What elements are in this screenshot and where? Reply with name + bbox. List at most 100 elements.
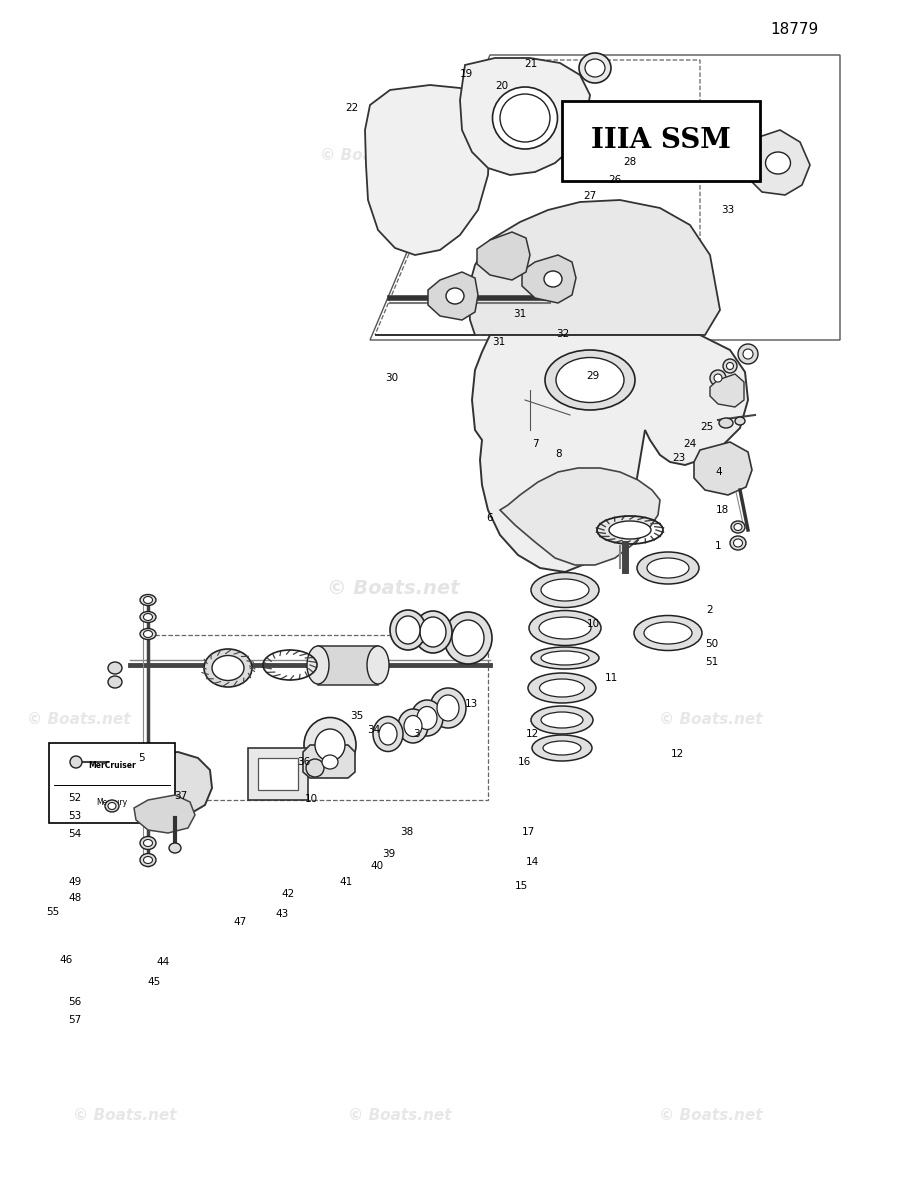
Text: © Boats.net: © Boats.net <box>73 1109 177 1123</box>
Text: 19: 19 <box>460 70 473 79</box>
Ellipse shape <box>411 700 443 736</box>
Ellipse shape <box>140 853 156 866</box>
Polygon shape <box>710 374 744 407</box>
Ellipse shape <box>396 616 420 644</box>
Text: 31: 31 <box>492 337 505 347</box>
Ellipse shape <box>528 673 596 703</box>
Text: 23: 23 <box>673 454 685 463</box>
Text: © Boats.net: © Boats.net <box>328 578 459 598</box>
Ellipse shape <box>144 840 153 846</box>
Text: 18779: 18779 <box>770 22 819 36</box>
Text: 18: 18 <box>716 505 729 515</box>
Ellipse shape <box>70 756 82 768</box>
Ellipse shape <box>541 650 589 665</box>
Text: 22: 22 <box>346 103 359 113</box>
Ellipse shape <box>529 611 601 646</box>
Ellipse shape <box>710 370 726 386</box>
Text: 12: 12 <box>526 730 539 739</box>
Ellipse shape <box>108 676 122 688</box>
Ellipse shape <box>144 613 153 620</box>
Text: 53: 53 <box>69 811 81 821</box>
Text: 47: 47 <box>233 917 246 926</box>
Ellipse shape <box>430 688 466 728</box>
Text: 56: 56 <box>69 997 81 1007</box>
Ellipse shape <box>719 418 733 428</box>
Ellipse shape <box>140 836 156 850</box>
Text: 4: 4 <box>715 467 722 476</box>
Ellipse shape <box>531 706 593 734</box>
Ellipse shape <box>140 594 156 606</box>
Polygon shape <box>428 272 478 320</box>
Polygon shape <box>248 748 308 800</box>
Text: 36: 36 <box>297 757 310 767</box>
Text: © Boats.net: © Boats.net <box>659 1109 762 1123</box>
Polygon shape <box>318 646 378 685</box>
Text: Mercury: Mercury <box>96 798 128 806</box>
Text: 8: 8 <box>554 449 562 458</box>
Ellipse shape <box>307 646 329 684</box>
Polygon shape <box>108 752 212 820</box>
Text: © Boats.net: © Boats.net <box>595 149 698 163</box>
Ellipse shape <box>644 622 692 644</box>
Text: 16: 16 <box>518 757 531 767</box>
Ellipse shape <box>417 707 437 730</box>
Ellipse shape <box>544 271 562 287</box>
Ellipse shape <box>609 521 651 539</box>
Text: IIIA SSM: IIIA SSM <box>591 127 731 155</box>
Ellipse shape <box>315 728 345 761</box>
Text: 51: 51 <box>705 658 718 667</box>
Polygon shape <box>500 468 660 565</box>
Ellipse shape <box>647 558 689 578</box>
Ellipse shape <box>379 722 397 745</box>
Polygon shape <box>477 232 530 280</box>
Text: 1: 1 <box>715 541 722 551</box>
Ellipse shape <box>735 416 745 425</box>
Text: 35: 35 <box>350 712 363 721</box>
Text: 14: 14 <box>526 857 539 866</box>
Text: 48: 48 <box>69 893 81 902</box>
Ellipse shape <box>766 152 791 174</box>
Polygon shape <box>744 130 810 194</box>
Text: 29: 29 <box>587 371 599 380</box>
Polygon shape <box>694 442 752 494</box>
Ellipse shape <box>492 86 557 149</box>
Ellipse shape <box>108 803 116 810</box>
Text: 5: 5 <box>138 754 145 763</box>
Text: © Boats.net: © Boats.net <box>27 713 131 727</box>
Ellipse shape <box>539 617 591 638</box>
Ellipse shape <box>531 647 599 670</box>
Text: 43: 43 <box>275 910 288 919</box>
Text: 45: 45 <box>147 977 160 986</box>
Text: 37: 37 <box>175 791 188 800</box>
Ellipse shape <box>212 655 244 680</box>
Text: 33: 33 <box>721 205 734 215</box>
Text: 11: 11 <box>605 673 618 683</box>
Text: 21: 21 <box>524 59 537 68</box>
Ellipse shape <box>731 521 745 533</box>
Text: 2: 2 <box>705 605 713 614</box>
Ellipse shape <box>390 610 426 650</box>
Text: 24: 24 <box>684 439 696 449</box>
Text: MerCruiser: MerCruiser <box>88 761 136 770</box>
Text: 30: 30 <box>385 373 398 383</box>
Ellipse shape <box>144 596 153 604</box>
Ellipse shape <box>714 374 722 382</box>
Text: 39: 39 <box>382 850 395 859</box>
Ellipse shape <box>204 649 252 686</box>
Text: 57: 57 <box>69 1015 81 1025</box>
Ellipse shape <box>144 630 153 637</box>
Ellipse shape <box>373 716 403 751</box>
Ellipse shape <box>723 359 737 373</box>
Text: 31: 31 <box>513 310 526 319</box>
Text: © Boats.net: © Boats.net <box>348 1109 451 1123</box>
Text: 7: 7 <box>532 439 539 449</box>
Ellipse shape <box>540 679 585 697</box>
Ellipse shape <box>444 612 492 664</box>
Ellipse shape <box>420 617 446 647</box>
Text: 54: 54 <box>69 829 81 839</box>
Text: 25: 25 <box>700 422 713 432</box>
Ellipse shape <box>579 53 611 83</box>
Polygon shape <box>134 794 195 833</box>
Text: 46: 46 <box>59 955 72 965</box>
Text: 10: 10 <box>587 619 599 629</box>
